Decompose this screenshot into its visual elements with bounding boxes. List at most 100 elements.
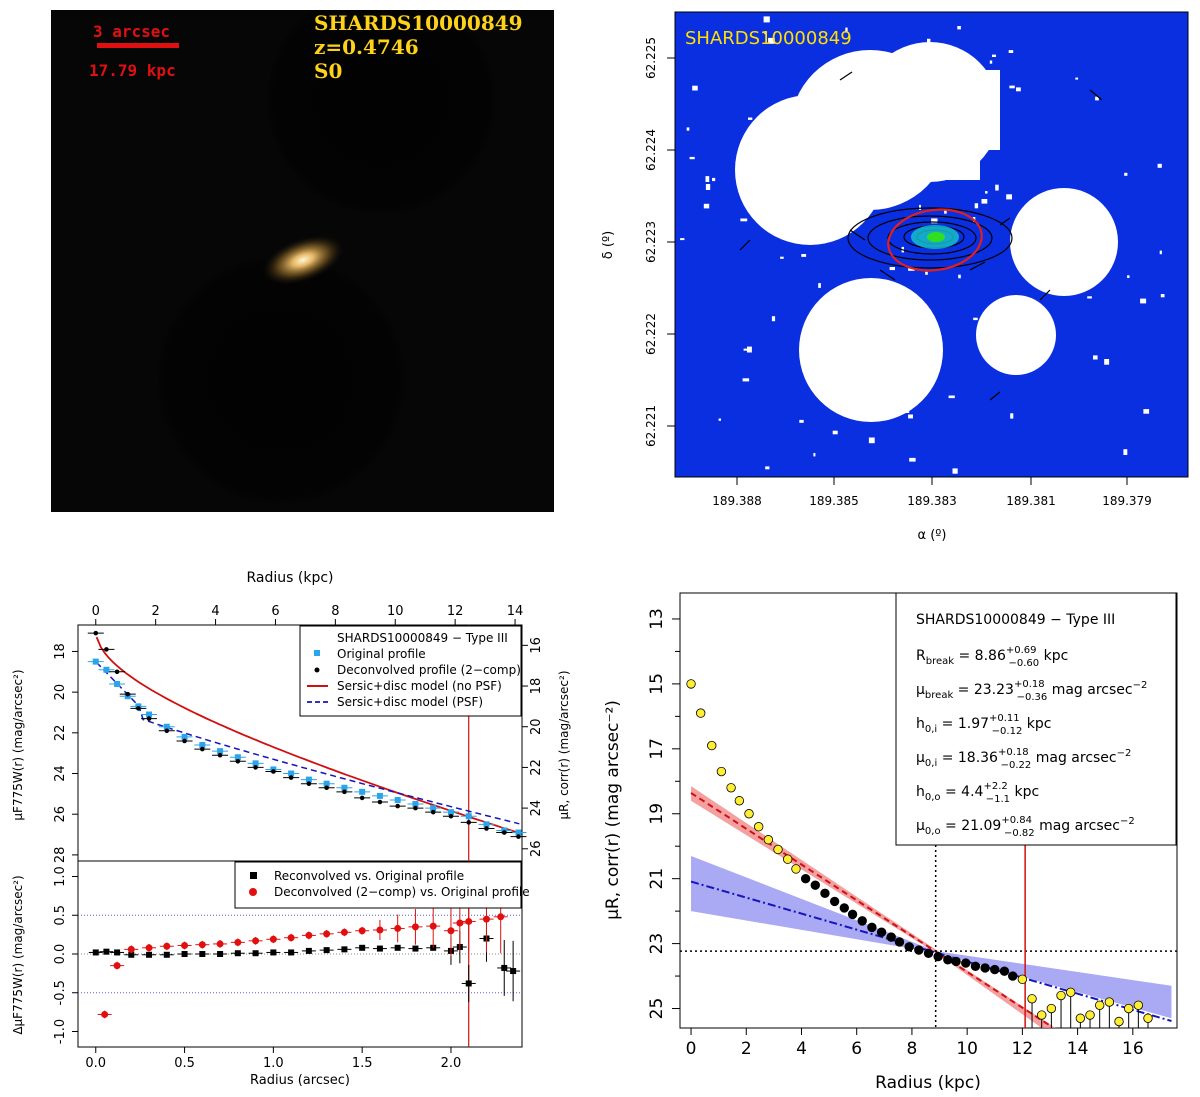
original-point <box>234 754 241 761</box>
speckle <box>919 204 921 210</box>
original-point <box>92 658 99 665</box>
galaxy-blob <box>260 234 346 286</box>
speckle <box>703 203 710 209</box>
speckle <box>845 27 848 33</box>
profile-point <box>1094 1000 1105 1010</box>
deconvres-point <box>465 917 473 925</box>
profile-axes: 0.0 0.5 1.0 1.5 2.00 2 4 6 8 10 12 1418202224262816… <box>53 604 544 1071</box>
speckle <box>908 414 913 419</box>
left-y-tick-label: 24 <box>53 765 68 782</box>
profile-point <box>1075 1013 1086 1023</box>
speckle <box>1009 85 1015 89</box>
fitted-point <box>894 937 905 947</box>
profile-point <box>744 809 754 819</box>
speckle <box>1124 172 1128 176</box>
speckle <box>692 85 698 91</box>
profile-point <box>1056 990 1066 1001</box>
top-x-tick-label: 14 <box>507 604 524 619</box>
reconv-point <box>270 949 277 956</box>
deconv-point <box>125 691 131 697</box>
speckle <box>813 453 816 457</box>
x-tick-label: 12 <box>1012 1039 1034 1059</box>
break-fit-panel: 0 2 4 6 8 10 12 14 16 13 15 17 19 21 23 25 Radius (kpc)… <box>590 560 1200 1097</box>
right-y-tick-label: 24 <box>529 800 544 817</box>
speckle <box>931 218 938 224</box>
profile-point <box>1133 1000 1144 1010</box>
speckle <box>1104 359 1110 365</box>
deconv-point <box>146 716 152 721</box>
deconv-point <box>235 759 241 764</box>
top-x-tick-label: 0 <box>92 604 100 619</box>
scale-arcsec-label: 3 arcsec <box>93 22 170 41</box>
speckle <box>1087 296 1092 299</box>
contour-fragment <box>849 229 866 241</box>
fitted-point <box>820 888 830 898</box>
fitted-point <box>943 955 953 965</box>
legend-bottom: Reconvolved vs. Original profile Deconvo… <box>234 861 530 909</box>
speckle <box>1093 355 1098 360</box>
original-point <box>252 760 259 767</box>
deconv-point <box>217 752 223 758</box>
y-axis-label: δ (º) <box>601 231 616 259</box>
masked-region <box>261 10 501 220</box>
speckle <box>1160 294 1165 298</box>
deconvres-point <box>456 919 464 927</box>
x-tick-label: 10 <box>956 1039 978 1059</box>
x-tick-label: 0 <box>686 1039 697 1059</box>
right-y-tick-label: 22 <box>529 759 544 776</box>
deconv-point <box>395 803 400 809</box>
reconv-point <box>252 950 259 957</box>
fitted-point <box>970 961 981 972</box>
x-tick-label: 8 <box>907 1039 918 1059</box>
fitted-point <box>810 880 820 890</box>
speckle <box>889 267 895 271</box>
speckle <box>1081 203 1084 207</box>
speckle <box>1011 243 1018 249</box>
original-point <box>430 805 437 812</box>
speckle <box>1016 87 1021 92</box>
speckle <box>855 175 859 181</box>
y-tick-label: 62.221 <box>644 405 658 447</box>
speckle <box>765 466 770 470</box>
deconvres-point <box>497 913 505 921</box>
speckle <box>925 271 928 275</box>
profile-point <box>707 740 717 751</box>
deconv-point <box>324 785 329 791</box>
reconv-point <box>234 950 241 957</box>
speckle <box>985 191 988 194</box>
speckle <box>801 254 807 257</box>
resid-y-tick-label: 1.0 <box>53 866 68 887</box>
galaxy-image: 3 arcsec 17.79 kpc SHARDS10000849 z=0.47… <box>89 10 523 510</box>
fitted-point <box>961 958 971 968</box>
speckle <box>1140 298 1147 304</box>
speckle <box>1143 409 1150 414</box>
original-point <box>305 776 312 783</box>
speckle <box>686 127 690 131</box>
deconvres-point <box>287 934 295 942</box>
profile-point <box>696 708 706 718</box>
speckle <box>818 283 821 288</box>
profile-point <box>1046 1003 1057 1014</box>
original-point <box>515 829 522 836</box>
deconv-point <box>164 728 170 734</box>
deconv-point <box>501 830 507 835</box>
fitted-point <box>847 909 858 920</box>
speckle <box>922 129 927 134</box>
x-tick-label: 6 <box>851 1039 862 1059</box>
reconv-point <box>114 949 121 956</box>
scale-kpc-label: 17.79 kpc <box>89 61 176 80</box>
speckle <box>1159 250 1162 255</box>
legend-deconv-marker <box>314 667 320 673</box>
fit-legend-title: SHARDS10000849 − Type III <box>916 612 1115 628</box>
mask-map-panel: SHARDS10000849 189.388 189.385 189.383 189.… <box>590 0 1200 560</box>
deconv-point <box>104 647 109 652</box>
original-point <box>465 813 472 820</box>
y-tick-label: 23 <box>647 933 667 955</box>
resid-y-tick-label: -0.5 <box>53 980 68 1005</box>
fitted-point <box>886 932 896 942</box>
fit-ellipse <box>887 208 983 272</box>
deconv-point <box>114 669 120 675</box>
speckle <box>977 80 984 86</box>
fitted-point <box>1008 971 1018 981</box>
x-tick-label: 16 <box>1122 1039 1144 1059</box>
